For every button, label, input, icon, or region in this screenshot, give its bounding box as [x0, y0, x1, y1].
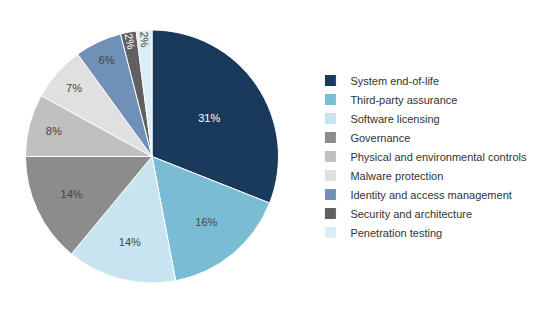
svg-text:14%: 14%: [61, 188, 83, 200]
svg-text:Physical and environmental con: Physical and environmental controls: [350, 151, 527, 163]
svg-text:Identity and access management: Identity and access management: [350, 189, 511, 201]
svg-text:Malware protection: Malware protection: [350, 170, 443, 182]
svg-text:6%: 6%: [99, 54, 115, 66]
svg-text:31%: 31%: [198, 112, 220, 124]
svg-text:Software licensing: Software licensing: [350, 113, 439, 125]
svg-text:16%: 16%: [195, 216, 217, 228]
svg-text:2%: 2%: [123, 32, 138, 50]
svg-text:Third-party assurance: Third-party assurance: [350, 94, 457, 106]
svg-text:2%: 2%: [138, 31, 151, 48]
svg-text:System end-of-life: System end-of-life: [350, 75, 439, 87]
svg-text:8%: 8%: [46, 125, 62, 137]
svg-text:Governance: Governance: [350, 132, 410, 144]
svg-text:Security and architecture: Security and architecture: [350, 208, 472, 220]
svg-text:Penetration testing: Penetration testing: [350, 227, 442, 239]
svg-text:7%: 7%: [66, 82, 82, 94]
svg-text:14%: 14%: [119, 236, 141, 248]
